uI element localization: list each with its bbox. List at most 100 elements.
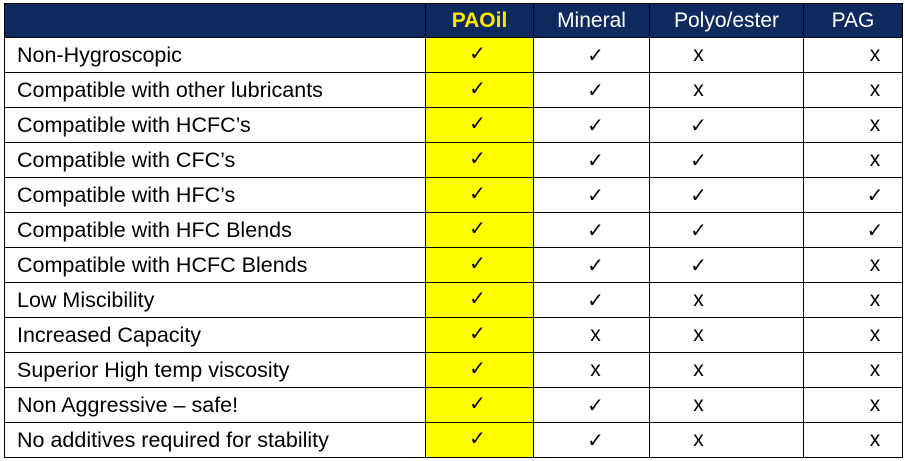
- checkmark-icon: ✓: [587, 252, 604, 277]
- table-row: Low Miscibility ✓ ✓ x x: [4, 282, 903, 318]
- value-cell: x: [533, 352, 650, 388]
- value-cell: x: [803, 422, 903, 458]
- cross-mark: x: [590, 358, 601, 381]
- row-label: Non-Hygroscopic: [4, 37, 426, 73]
- value-cell: ✓: [649, 212, 804, 248]
- value-cell: ✓: [803, 212, 903, 248]
- checkmark-icon: ✓: [469, 40, 486, 65]
- header-cell-paoil: PAOil: [425, 3, 534, 38]
- value-cell: x: [803, 317, 903, 353]
- checkmark-icon: ✓: [469, 145, 486, 170]
- row-label: Compatible with other lubricants: [4, 72, 426, 108]
- cross-mark: x: [693, 43, 704, 66]
- checkmark-icon: ✓: [587, 182, 604, 207]
- table-row: Compatible with HFC’s ✓ ✓ ✓ ✓: [4, 177, 903, 213]
- header-cell-pag: PAG: [803, 3, 903, 38]
- checkmark-icon: ✓: [690, 217, 707, 242]
- checkmark-icon: ✓: [690, 147, 707, 172]
- cross-mark: x: [869, 113, 881, 136]
- value-cell: ✓: [533, 282, 650, 318]
- value-cell: ✓: [425, 37, 534, 73]
- header-cell-mineral: Mineral: [533, 3, 650, 38]
- value-cell: ✓: [533, 107, 650, 143]
- row-label: Compatible with HFC’s: [4, 177, 426, 213]
- value-cell: ✓: [425, 72, 534, 108]
- table-row: Compatible with HCFC Blends ✓ ✓ ✓ x: [4, 247, 903, 283]
- row-label: Increased Capacity: [4, 317, 426, 353]
- table-row: Compatible with HFC Blends ✓ ✓ ✓ ✓: [4, 212, 903, 248]
- header-cell-polyolester: Polyo/ester: [649, 3, 804, 38]
- value-cell: ✓: [425, 387, 534, 423]
- checkmark-icon: ✓: [866, 217, 884, 242]
- checkmark-icon: ✓: [587, 427, 604, 452]
- lubricant-comparison-table: PAOil Mineral Polyo/ester PAG Non-Hygros…: [4, 3, 903, 458]
- table-row: Increased Capacity ✓ x x x: [4, 317, 903, 353]
- cross-mark: x: [693, 428, 704, 451]
- value-cell: ✓: [425, 212, 534, 248]
- value-cell: ✓: [533, 72, 650, 108]
- value-cell: x: [649, 72, 804, 108]
- value-cell: ✓: [425, 317, 534, 353]
- value-cell: x: [803, 282, 903, 318]
- checkmark-icon: ✓: [469, 250, 486, 275]
- table-row: No additives required for stability ✓ ✓ x x: [4, 422, 903, 458]
- cross-mark: x: [693, 78, 704, 101]
- checkmark-icon: ✓: [587, 392, 604, 417]
- checkmark-icon: ✓: [469, 320, 486, 345]
- row-label: Compatible with CFC’s: [4, 142, 426, 178]
- row-label: Non Aggressive – safe!: [4, 387, 426, 423]
- checkmark-icon: ✓: [690, 112, 707, 137]
- cross-mark: x: [869, 428, 881, 451]
- table-body: Non-Hygroscopic ✓ ✓ x x Compatible with other…: [4, 37, 903, 458]
- cross-mark: x: [869, 78, 881, 101]
- row-label: Compatible with HFC Blends: [4, 212, 426, 248]
- value-cell: ✓: [803, 177, 903, 213]
- value-cell: x: [803, 352, 903, 388]
- value-cell: ✓: [425, 107, 534, 143]
- value-cell: ✓: [425, 282, 534, 318]
- cross-mark: x: [869, 148, 881, 171]
- checkmark-icon: ✓: [469, 355, 486, 380]
- cross-mark: x: [693, 358, 704, 381]
- value-cell: ✓: [425, 422, 534, 458]
- table-row: Compatible with other lubricants ✓ ✓ x x: [4, 72, 903, 108]
- value-cell: x: [803, 387, 903, 423]
- value-cell: ✓: [533, 387, 650, 423]
- value-cell: ✓: [649, 107, 804, 143]
- checkmark-icon: ✓: [469, 285, 486, 310]
- checkmark-icon: ✓: [587, 287, 604, 312]
- checkmark-icon: ✓: [587, 112, 604, 137]
- value-cell: ✓: [533, 422, 650, 458]
- checkmark-icon: ✓: [469, 425, 486, 450]
- value-cell: ✓: [533, 142, 650, 178]
- value-cell: x: [649, 282, 804, 318]
- value-cell: ✓: [425, 142, 534, 178]
- row-label: Superior High temp viscosity: [4, 352, 426, 388]
- value-cell: ✓: [425, 177, 534, 213]
- checkmark-icon: ✓: [469, 180, 486, 205]
- value-cell: ✓: [649, 247, 804, 283]
- value-cell: x: [803, 107, 903, 143]
- value-cell: x: [649, 37, 804, 73]
- cross-mark: x: [869, 393, 881, 416]
- cross-mark: x: [693, 323, 704, 346]
- row-label: Low Miscibility: [4, 282, 426, 318]
- header-row: PAOil Mineral Polyo/ester PAG: [4, 3, 903, 38]
- value-cell: x: [533, 317, 650, 353]
- checkmark-icon: ✓: [469, 75, 486, 100]
- checkmark-icon: ✓: [690, 182, 707, 207]
- table-row: Superior High temp viscosity ✓ x x x: [4, 352, 903, 388]
- cross-mark: x: [590, 323, 601, 346]
- checkmark-icon: ✓: [587, 77, 604, 102]
- cross-mark: x: [869, 43, 881, 66]
- value-cell: x: [803, 37, 903, 73]
- value-cell: x: [803, 72, 903, 108]
- table-row: Non Aggressive – safe! ✓ ✓ x x: [4, 387, 903, 423]
- table-row: Compatible with CFC’s ✓ ✓ ✓ x: [4, 142, 903, 178]
- row-label: Compatible with HCFC’s: [4, 107, 426, 143]
- cross-mark: x: [693, 288, 704, 311]
- value-cell: x: [649, 387, 804, 423]
- cross-mark: x: [693, 393, 704, 416]
- value-cell: x: [649, 422, 804, 458]
- row-label: No additives required for stability: [4, 422, 426, 458]
